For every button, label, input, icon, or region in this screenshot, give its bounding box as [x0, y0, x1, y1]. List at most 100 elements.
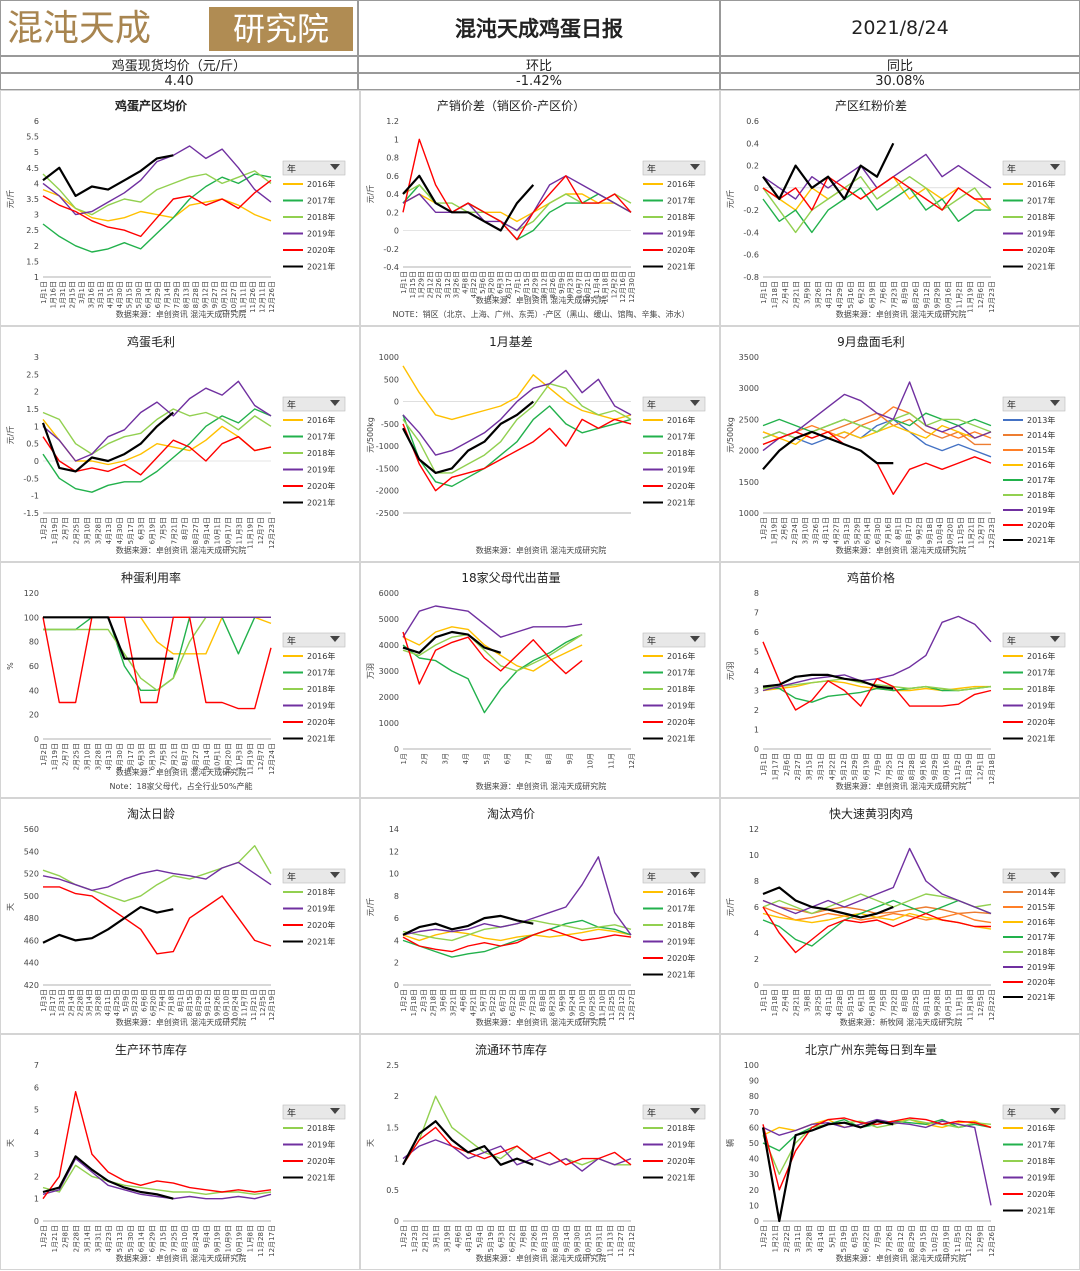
legend-header[interactable]: [1002, 632, 1066, 648]
chart-title: 1月基差: [489, 335, 533, 349]
legend-header[interactable]: [642, 868, 706, 884]
x-tick-label: 12月22日: [988, 989, 996, 1021]
legend-title: 年: [1007, 1107, 1016, 1119]
x-tick-label: 3月10日: [83, 517, 91, 544]
chart-svg-spread: 产销价差（销区价-产区价） 元/斤 -0.4 -0.2 0 0.2 0.4 0.6 0.8 1 1.…: [365, 99, 706, 319]
legend-label-2017: 2017年: [667, 904, 695, 914]
x-tick-label: 3月28日: [94, 743, 102, 770]
y-tick-label: 6: [754, 628, 759, 637]
y-tick-label: 3: [34, 1150, 39, 1159]
y-tick-label: 540: [24, 847, 39, 856]
x-tick-label: 12月2日: [610, 271, 618, 298]
x-tick-label: 1月2日: [400, 989, 408, 1012]
x-tick-label: 2月8日: [62, 1225, 70, 1248]
y-tick-label: 520: [24, 870, 39, 879]
legend-header[interactable]: [282, 868, 346, 884]
report-title: 混沌天成鸡蛋日报: [358, 0, 720, 56]
legend-title: 年: [287, 163, 296, 175]
y-tick-label: 10: [749, 1201, 759, 1210]
x-tick-label: 9月27日: [211, 281, 219, 308]
y-tick-label: 0: [394, 227, 399, 236]
legend-label-2019: 2019年: [1027, 701, 1055, 711]
filter-dropdown-icon[interactable]: [690, 164, 700, 170]
chart-panel-circ_stock: 流通环节库存天 0 0.5 1 1.5 2 2.5 1月2日 1月23日 2月12日 3月1日 3月1…: [360, 1034, 720, 1270]
legend-header[interactable]: [642, 632, 706, 648]
legend-label-2018: 2018年: [1027, 212, 1055, 222]
x-tick-label: 1月18日: [771, 281, 779, 308]
x-tick-label: 2月6日: [783, 753, 791, 776]
y-tick-label: 40: [749, 1155, 759, 1164]
filter-dropdown-icon[interactable]: [330, 400, 340, 406]
legend-header[interactable]: [1002, 1104, 1066, 1120]
filter-dropdown-icon[interactable]: [690, 636, 700, 642]
x-tick-label: 10月15日: [945, 989, 953, 1021]
legend-label-2020: 2020年: [307, 245, 335, 255]
y-tick-label: 0: [394, 398, 399, 407]
filter-dropdown-icon[interactable]: [1050, 872, 1060, 878]
filter-dropdown-icon[interactable]: [690, 1108, 700, 1114]
legend-header[interactable]: [1002, 396, 1066, 412]
legend-label-2016: 2016年: [1027, 651, 1055, 661]
series-line-2017: [762, 187, 991, 234]
x-tick-label: 1月18日: [771, 989, 779, 1016]
legend-header[interactable]: [282, 160, 346, 176]
legend-label-2013: 2013年: [1027, 415, 1055, 425]
legend-header[interactable]: [282, 632, 346, 648]
filter-dropdown-icon[interactable]: [1050, 1108, 1060, 1114]
y-tick-label: 1.2: [386, 117, 399, 126]
chart-title: 淘汰日龄: [127, 807, 175, 821]
filter-dropdown-icon[interactable]: [690, 872, 700, 878]
legend-label-2018: 2018年: [667, 448, 695, 458]
legend-label-2019: 2019年: [307, 465, 335, 475]
y-axis-label: 天: [6, 903, 15, 911]
legend-label-2019: 2019年: [667, 937, 695, 947]
x-tick-label: 8月26日: [912, 281, 920, 308]
y-tick-label: 40: [29, 686, 39, 695]
x-tick-label: 10月1日: [214, 517, 222, 544]
x-tick-label: 5月1日: [828, 1225, 836, 1248]
series-line-2018: [402, 184, 632, 232]
x-tick-label: 2月12日: [426, 271, 434, 298]
series-line-2020: [762, 175, 991, 211]
series-line-2020: [762, 1117, 992, 1191]
legend-header[interactable]: [282, 1104, 346, 1120]
y-axis-label: 元/斤: [725, 190, 735, 209]
y-tick-label: 0.8: [386, 154, 399, 163]
x-tick-label: 1月2日: [40, 743, 48, 766]
legend-label-2021: 2021年: [307, 498, 335, 508]
filter-dropdown-icon[interactable]: [330, 636, 340, 642]
x-tick-label: 5月12日: [840, 753, 848, 780]
x-tick-label: 4月12日: [825, 281, 833, 308]
y-tick-label: -1500: [376, 464, 399, 473]
filter-dropdown-icon[interactable]: [1050, 636, 1060, 642]
y-tick-label: 4000: [379, 641, 399, 650]
x-tick-label: 1月29日: [418, 271, 426, 298]
x-tick-label: 9月29日: [931, 753, 939, 780]
y-tick-label: 2000: [379, 693, 399, 702]
x-tick-label: 1月3日: [40, 989, 48, 1012]
legend-header[interactable]: [1002, 868, 1066, 884]
filter-dropdown-icon[interactable]: [330, 872, 340, 878]
legend-header[interactable]: [1002, 160, 1066, 176]
y-tick-label: 0: [754, 184, 759, 193]
chart-panel-margin: 鸡蛋毛利 元/斤 -1.5 -1 -0.5 0 0.5 1 1.5 2 2.5 3 1月2日 1月19日 2…: [0, 326, 360, 562]
filter-dropdown-icon[interactable]: [690, 400, 700, 406]
legend-header[interactable]: [642, 160, 706, 176]
filter-dropdown-icon[interactable]: [1050, 164, 1060, 170]
legend-title: 年: [287, 399, 296, 411]
legend-header[interactable]: [282, 396, 346, 412]
filter-dropdown-icon[interactable]: [1050, 400, 1060, 406]
y-tick-label: 0: [34, 735, 39, 744]
legend-header[interactable]: [642, 1104, 706, 1120]
x-tick-label: 12月27日: [628, 989, 636, 1021]
legend-title: 年: [647, 163, 656, 175]
x-tick-label: 12月7日: [257, 517, 265, 544]
legend-label-2021: 2021年: [667, 262, 695, 272]
y-tick-label: 5: [34, 1106, 39, 1115]
filter-dropdown-icon[interactable]: [330, 164, 340, 170]
x-tick-label: 10月17日: [225, 517, 233, 549]
y-axis-label: 万羽: [366, 663, 375, 679]
filter-dropdown-icon[interactable]: [330, 1108, 340, 1114]
legend-header[interactable]: [642, 396, 706, 412]
x-tick-label: 1月23日: [411, 1225, 419, 1252]
